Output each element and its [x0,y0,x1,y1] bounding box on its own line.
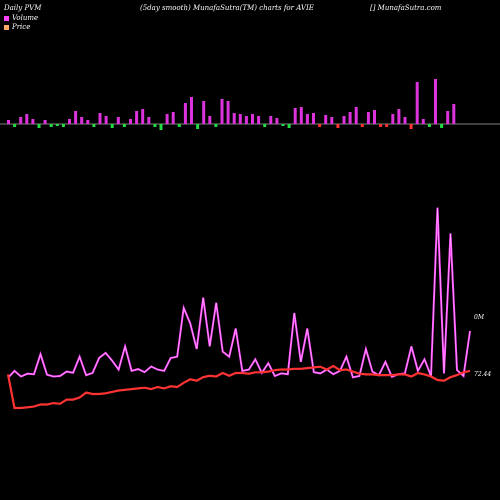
legend-price: Price [4,23,30,31]
volume-bar [385,124,389,127]
volume-bar [171,112,175,124]
volume-bar [397,109,401,124]
volume-bar [354,107,358,124]
volume-bar [238,114,242,124]
volume-bars [7,79,456,130]
price-line-label: 72.44 [474,371,491,378]
volume-bar [312,113,315,124]
volume-line-label: 0M [474,314,485,321]
volume-bar [190,97,193,124]
volume-bar [141,109,145,124]
legend-price-swatch [4,24,9,30]
volume-bar [202,101,206,124]
volume-bar [263,124,267,127]
volume-bar [122,124,126,127]
volume-bar [391,114,395,124]
chart-header-left: Daily PVM [4,4,42,12]
volume-bar [440,124,444,128]
volume-bar [31,119,35,124]
chart-header-right: [] MunafaSutra.com [370,4,442,12]
volume-bar [61,124,65,127]
volume-bar [269,116,273,124]
volume-bar [257,116,261,124]
volume-bar [92,124,96,127]
volume-bar [336,124,340,128]
volume-bar [446,111,450,124]
volume-bar [7,120,10,124]
volume-line [7,207,471,379]
volume-bar [324,115,328,124]
volume-bar [348,112,352,124]
volume-bar [403,117,407,124]
volume-bar [342,116,346,124]
volume-bar [104,116,108,124]
volume-bar [244,116,248,124]
volume-bar [330,117,334,124]
volume-bar [305,114,309,124]
volume-bar [220,99,224,124]
chart-header-middle: (5day smooth) MunafaSutra(TM) charts for… [140,4,314,12]
volume-bar [37,124,41,128]
volume-bar [147,117,151,124]
volume-bar [415,82,419,124]
volume-bar [19,117,23,124]
volume-bar [165,114,169,124]
volume-bar [177,124,181,127]
volume-bar [183,103,187,124]
legend-volume-label: Volume [12,14,39,22]
volume-bar [116,117,120,124]
volume-bar [208,116,212,124]
volume-bar [129,119,132,124]
volume-bar [409,124,413,129]
volume-bar [427,124,431,127]
volume-bar [98,113,102,124]
volume-bar [287,124,291,128]
volume-bar [80,117,84,124]
legend-volume: Volume [4,14,38,22]
volume-bar [43,120,47,124]
volume-bar [153,124,157,127]
volume-bar [434,79,437,124]
volume-bar [366,112,370,124]
volume-bar [86,120,90,124]
volume-bar [281,124,285,126]
volume-bar [275,118,279,124]
volume-bar [251,114,254,124]
volume-bar [159,124,163,130]
volume-bar [452,104,456,124]
volume-bar [214,124,218,127]
price-line [6,364,471,410]
volume-bar [55,124,59,126]
volume-bar [299,107,303,124]
legend-price-label: Price [12,23,31,31]
volume-bar [135,111,139,124]
volume-bar [49,124,53,127]
volume-bar [318,124,322,127]
volume-bar [293,108,297,124]
volume-bar [360,124,364,127]
volume-bar [196,124,200,129]
volume-line-highlight [7,207,471,379]
legend-volume-swatch [4,15,9,21]
volume-bar [232,113,236,124]
volume-bar [74,111,78,124]
volume-bar [68,119,71,124]
volume-bar [379,124,383,127]
volume-bar [25,114,29,124]
volume-bar [110,124,114,128]
volume-bar [13,124,17,127]
volume-bar [226,101,230,124]
volume-bar [373,110,376,124]
volume-bar [421,119,425,124]
